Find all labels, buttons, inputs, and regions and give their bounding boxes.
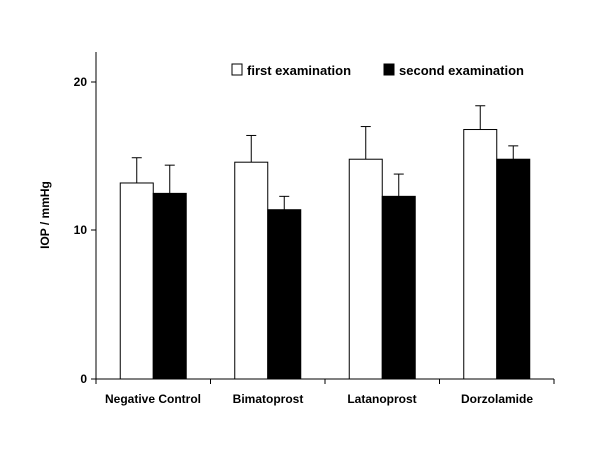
error-bars [131,105,519,210]
x-category-label: Dorzolamide [461,392,533,406]
bar-second [267,209,302,380]
legend-swatch-first [231,63,243,76]
y-axis: 0 10 20 IOP / mmHg [38,52,97,386]
bar-second [152,192,187,380]
y-axis-title: IOP / mmHg [38,181,52,249]
bar-first [119,182,154,380]
y-tick-label: 20 [74,75,88,89]
legend-label-second: second examination [399,63,524,78]
bars [119,129,531,380]
x-axis: Negative Control Bimatoprost Latanoprost… [95,378,555,406]
bar-second [496,158,531,380]
y-tick-label: 0 [80,372,87,386]
legend: first examination second examination [231,63,524,78]
bar-first [348,158,383,380]
y-tick-label: 10 [74,223,88,237]
x-category-label: Negative Control [105,392,201,406]
bar-first [463,129,498,380]
legend-label-first: first examination [247,63,351,78]
legend-swatch-second [383,63,395,76]
bar-first [234,161,269,380]
x-category-label: Bimatoprost [233,392,304,406]
bar-second [381,195,416,380]
x-category-label: Latanoprost [347,392,416,406]
